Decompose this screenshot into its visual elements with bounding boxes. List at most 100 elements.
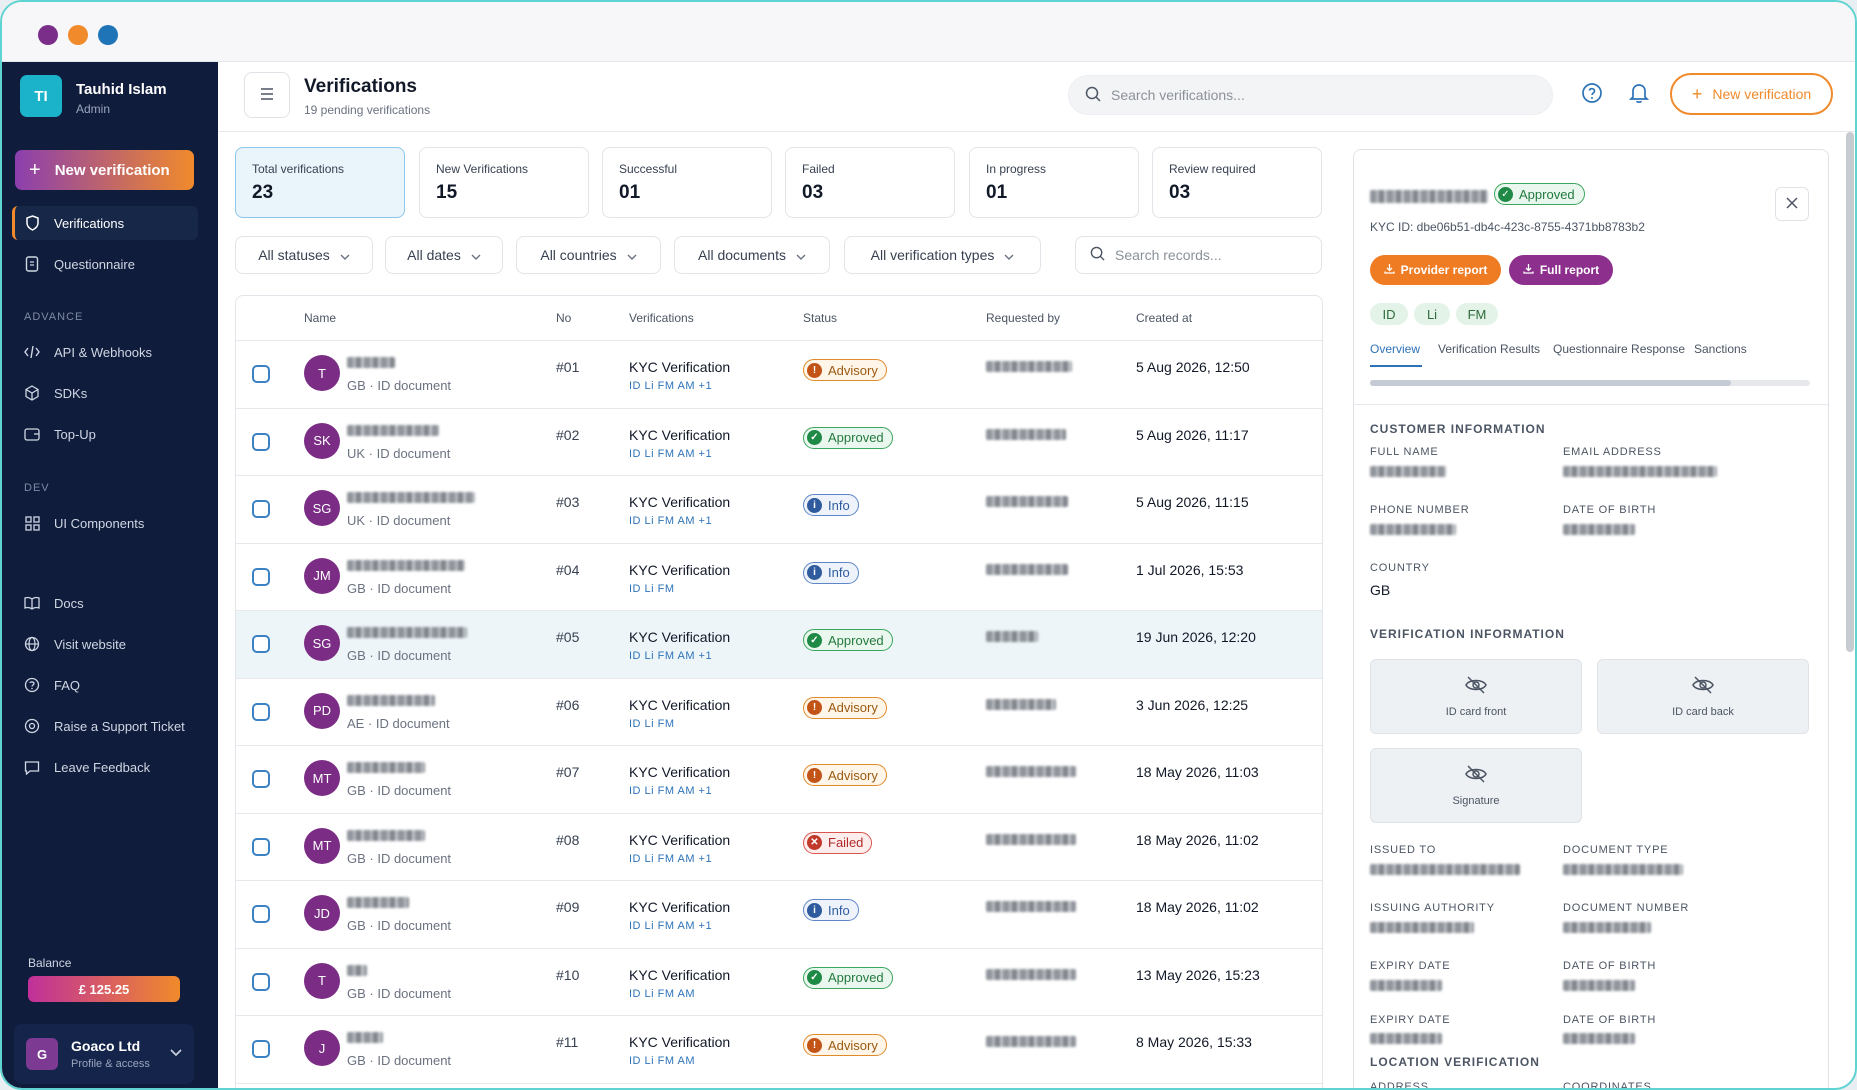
doc-label: ID card front [1445, 706, 1507, 718]
window-minimize-dot[interactable] [68, 25, 88, 45]
new-verification-sidebar-button[interactable]: + New verification [15, 150, 194, 190]
stat-new-verifications[interactable]: New Verifications 15 [419, 147, 589, 218]
sidebar-item-leave-feedback[interactable]: Leave Feedback [12, 750, 198, 784]
tab-questionnaire-response[interactable]: Questionnaire Response [1553, 342, 1686, 356]
stat-successful[interactable]: Successful 01 [602, 147, 772, 218]
stat-label: Review required [1169, 162, 1256, 176]
row-checkbox[interactable] [252, 972, 270, 991]
id-card-front-card[interactable]: ID card front [1370, 659, 1582, 734]
org-name: Goaco Ltd [71, 1038, 141, 1054]
sidebar-item-questionnaire[interactable]: Questionnaire [12, 247, 198, 281]
full-report-button[interactable]: Full report [1509, 255, 1613, 285]
row-number: #08 [556, 831, 580, 848]
filter-countries[interactable]: All countries [516, 236, 661, 274]
sidebar-item-verifications[interactable]: Verifications [12, 206, 198, 240]
table-row[interactable]: JM GB · ID document #04 KYC Verification ID … [236, 544, 1322, 611]
tab-sanctions[interactable]: Sanctions [1694, 342, 1747, 356]
table-row[interactable]: T GB · ID document #01 KYC Verification ID L… [236, 341, 1322, 409]
redacted-email [1563, 466, 1717, 477]
filter-verification-types[interactable]: All verification types [844, 236, 1041, 274]
stat-review-required[interactable]: Review required 03 [1152, 147, 1322, 218]
balance-card: Balance £ 125.25 [14, 942, 194, 1018]
column-header-name[interactable]: Name [304, 311, 337, 325]
stat-in-progress[interactable]: In progress 01 [969, 147, 1139, 218]
column-header-status[interactable]: Status [803, 311, 838, 325]
table-row[interactable]: J GB · ID document #11 KYC Verification ID L… [236, 1016, 1322, 1084]
id-card-back-card[interactable]: ID card back [1597, 659, 1809, 734]
table-row[interactable]: T GB · ID document #10 KYC Verification ID L… [236, 949, 1322, 1016]
row-check-tags: ID Li FM AM [629, 1055, 696, 1067]
search-input[interactable] [1111, 87, 1485, 103]
redacted-expiry-date [1370, 1033, 1442, 1044]
sidebar-item-support-ticket[interactable]: Raise a Support Ticket [12, 709, 198, 743]
column-header-verifications[interactable]: Verifications [629, 311, 694, 325]
provider-report-button[interactable]: Provider report [1370, 255, 1501, 285]
filter-documents[interactable]: All documents [674, 236, 830, 274]
bell-icon[interactable] [1626, 80, 1652, 106]
window-maximize-dot[interactable] [98, 25, 118, 45]
sidebar-item-faq[interactable]: FAQ [12, 668, 198, 702]
table-row[interactable]: PD AE · ID document #06 KYC Verification ID … [236, 679, 1322, 746]
row-check-tags: ID Li FM AM +1 [629, 650, 713, 662]
organization-switcher[interactable]: G Goaco Ltd Profile & access [14, 1024, 194, 1084]
records-search-input[interactable] [1115, 247, 1300, 263]
column-header-requested-by[interactable]: Requested by [986, 311, 1061, 325]
verification-search[interactable] [1068, 75, 1553, 115]
filter-dates[interactable]: All dates [385, 236, 503, 274]
help-icon[interactable] [1579, 80, 1605, 106]
signature-card[interactable]: Signature [1370, 748, 1582, 823]
balance-value[interactable]: £ 125.25 [28, 976, 180, 1002]
row-checkbox[interactable] [252, 1040, 270, 1058]
table-row[interactable]: JD GB · ID document #09 KYC Verification ID … [236, 881, 1322, 949]
page-scrollbar[interactable] [1846, 132, 1854, 652]
table-row[interactable]: SG GB · ID document #05 KYC Verification ID … [236, 611, 1322, 679]
table-row[interactable]: MT GB · ID document #07 KYC Verification ID … [236, 746, 1322, 814]
records-search[interactable] [1075, 236, 1322, 274]
row-checkbox[interactable] [252, 635, 270, 653]
window-close-dot[interactable] [38, 25, 58, 45]
row-checkbox[interactable] [252, 365, 270, 383]
column-header-no[interactable]: No [556, 311, 572, 325]
table-row[interactable]: MT GB · ID document #08 KYC Verification ID … [236, 814, 1322, 881]
sidebar-item-top-up[interactable]: Top-Up [12, 417, 198, 451]
tab-verification-results[interactable]: Verification Results [1438, 342, 1541, 356]
row-country-doc: GB · ID document [347, 580, 452, 596]
row-checkbox[interactable] [252, 500, 270, 518]
user-profile[interactable]: TI Tauhid Islam Admin [20, 75, 208, 123]
stat-total-verifications[interactable]: Total verifications 23 [235, 147, 405, 218]
table-row[interactable]: SK UK · ID document #02 KYC Verification ID … [236, 409, 1322, 476]
stat-failed[interactable]: Failed 03 [785, 147, 955, 218]
row-country-doc: GB · ID document [347, 1053, 452, 1068]
row-avatar: JM [304, 557, 340, 594]
close-icon [1786, 196, 1798, 212]
column-header-created-at[interactable]: Created at [1136, 311, 1193, 325]
row-checkbox[interactable] [252, 432, 270, 451]
table-row[interactable]: SG UK · ID document #03 KYC Verification ID … [236, 476, 1322, 544]
message-icon [24, 759, 40, 775]
new-verification-header-button[interactable]: + New verification [1670, 73, 1833, 115]
row-checkbox[interactable] [252, 905, 270, 923]
row-checkbox[interactable] [252, 837, 270, 856]
tab-overview[interactable]: Overview [1370, 342, 1421, 356]
stat-label: Successful [619, 162, 678, 176]
sidebar-item-sdks[interactable]: SDKs [12, 376, 198, 410]
status-badge: ! Advisory [803, 359, 887, 381]
row-checkbox[interactable] [252, 702, 270, 721]
row-checkbox[interactable] [252, 770, 270, 788]
sidebar-item-visit-website[interactable]: Visit website [12, 627, 198, 661]
filter-statuses[interactable]: All statuses [235, 236, 373, 274]
close-panel-button[interactable] [1775, 187, 1809, 221]
menu-toggle-button[interactable] [244, 72, 290, 118]
sidebar-item-api-webhooks[interactable]: API & Webhooks [12, 335, 198, 369]
globe-icon [24, 636, 40, 652]
row-checkbox[interactable] [252, 567, 270, 586]
status-icon: ! [807, 362, 822, 378]
verification-detail-panel: ✓ Approved KYC ID: dbe06b51-db4c-423c-87… [1353, 149, 1829, 1090]
redacted-customer-name [347, 694, 435, 706]
sidebar-item-docs[interactable]: Docs [12, 586, 198, 620]
tab-scroll-progress[interactable] [1370, 380, 1810, 386]
redacted-customer-name [1370, 190, 1488, 203]
redacted-customer-name [347, 492, 475, 503]
coordinates-label: COORDINATES [1563, 1081, 1652, 1090]
sidebar-item-ui-components[interactable]: UI Components [12, 506, 198, 540]
